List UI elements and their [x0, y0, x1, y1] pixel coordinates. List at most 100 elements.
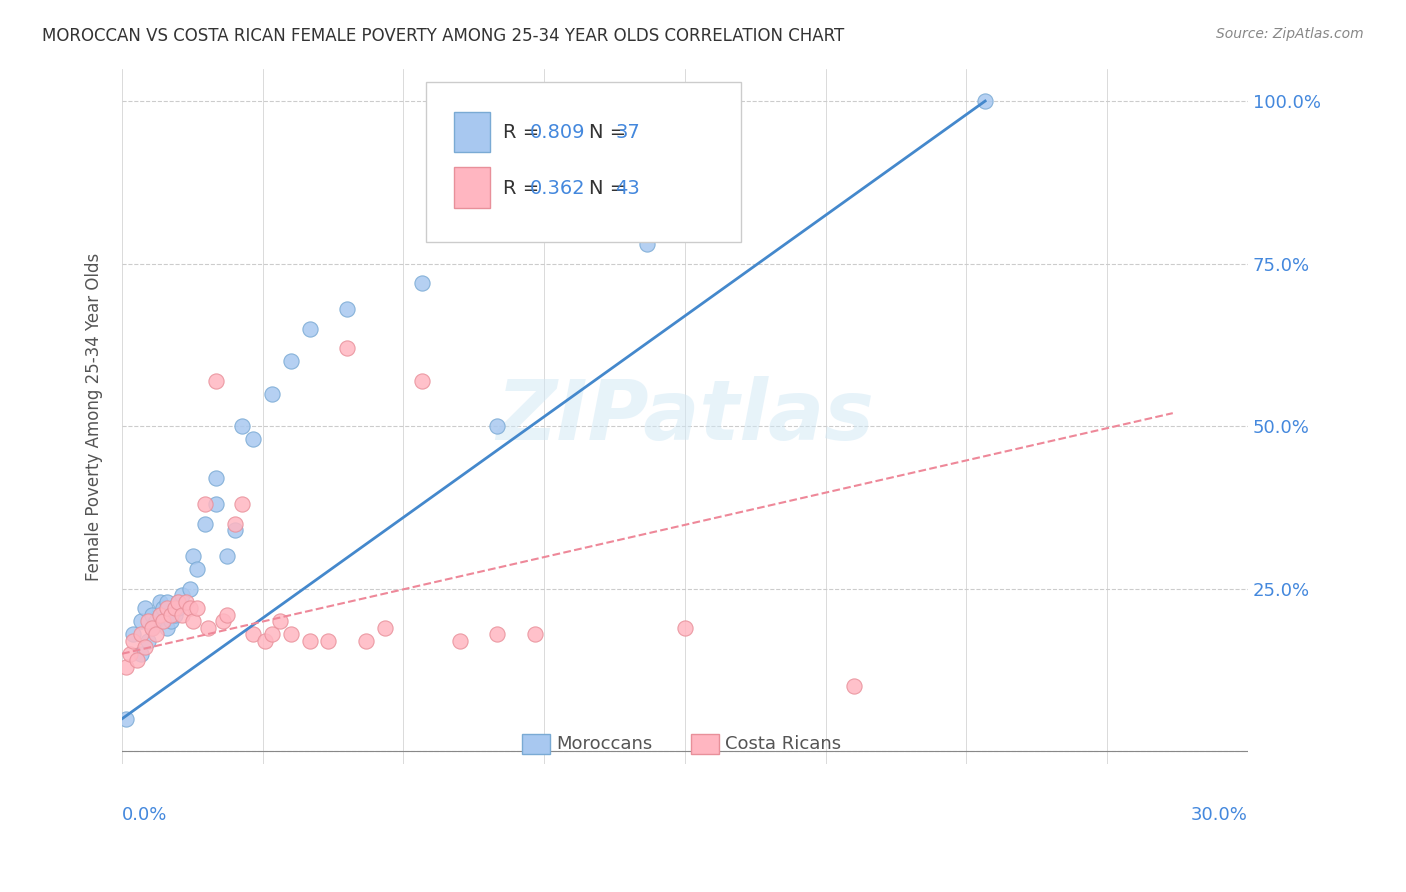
- Point: [253, 633, 276, 648]
- Point: [224, 523, 246, 537]
- Point: [179, 601, 201, 615]
- Point: [148, 607, 170, 622]
- Point: [156, 621, 179, 635]
- Point: [298, 321, 321, 335]
- Y-axis label: Female Poverty Among 25-34 Year Olds: Female Poverty Among 25-34 Year Olds: [86, 252, 103, 581]
- Point: [262, 386, 284, 401]
- Point: [205, 471, 228, 485]
- Point: [242, 432, 264, 446]
- Point: [163, 601, 186, 615]
- Point: [269, 614, 291, 628]
- Text: MOROCCAN VS COSTA RICAN FEMALE POVERTY AMONG 25-34 YEAR OLDS CORRELATION CHART: MOROCCAN VS COSTA RICAN FEMALE POVERTY A…: [42, 27, 845, 45]
- Point: [842, 679, 865, 693]
- FancyBboxPatch shape: [426, 82, 741, 243]
- Text: 0.0%: 0.0%: [122, 806, 167, 824]
- Point: [197, 621, 219, 635]
- Point: [145, 627, 167, 641]
- Text: 0.809: 0.809: [530, 123, 585, 142]
- Point: [186, 562, 208, 576]
- Point: [163, 607, 186, 622]
- Point: [205, 374, 228, 388]
- Point: [194, 497, 217, 511]
- Point: [148, 607, 170, 622]
- Point: [167, 595, 190, 609]
- Text: Source: ZipAtlas.com: Source: ZipAtlas.com: [1216, 27, 1364, 41]
- Point: [122, 627, 145, 641]
- Point: [449, 633, 471, 648]
- Point: [280, 627, 302, 641]
- Text: R =: R =: [502, 178, 546, 198]
- Point: [172, 588, 194, 602]
- Point: [122, 633, 145, 648]
- Point: [160, 614, 183, 628]
- Point: [411, 374, 433, 388]
- Text: 30.0%: 30.0%: [1191, 806, 1249, 824]
- Point: [136, 614, 159, 628]
- Text: Moroccans: Moroccans: [557, 735, 652, 753]
- Point: [152, 614, 174, 628]
- Text: ZIPatlas: ZIPatlas: [496, 376, 875, 457]
- Point: [183, 549, 205, 564]
- Point: [336, 341, 359, 355]
- Point: [136, 633, 159, 648]
- Point: [318, 633, 340, 648]
- Point: [134, 601, 156, 615]
- Point: [156, 601, 179, 615]
- Point: [205, 497, 228, 511]
- Point: [374, 621, 396, 635]
- Point: [148, 595, 170, 609]
- Text: 37: 37: [616, 123, 640, 142]
- Point: [134, 640, 156, 655]
- Point: [167, 601, 190, 615]
- Text: 43: 43: [616, 178, 640, 198]
- Point: [636, 237, 658, 252]
- FancyBboxPatch shape: [454, 112, 491, 152]
- Point: [186, 601, 208, 615]
- Point: [354, 633, 377, 648]
- FancyBboxPatch shape: [522, 734, 550, 754]
- Point: [174, 595, 197, 609]
- Point: [152, 601, 174, 615]
- Point: [141, 621, 163, 635]
- Point: [224, 516, 246, 531]
- Point: [231, 497, 253, 511]
- Text: R =: R =: [502, 123, 546, 142]
- Text: 0.362: 0.362: [530, 178, 585, 198]
- Point: [118, 647, 141, 661]
- Point: [217, 607, 239, 622]
- Text: N =: N =: [589, 123, 633, 142]
- Point: [179, 582, 201, 596]
- Point: [212, 614, 235, 628]
- Text: Costa Ricans: Costa Ricans: [725, 735, 842, 753]
- Point: [486, 419, 509, 434]
- Point: [172, 607, 194, 622]
- Point: [242, 627, 264, 641]
- Point: [486, 627, 509, 641]
- FancyBboxPatch shape: [454, 168, 491, 208]
- Point: [141, 607, 163, 622]
- Point: [262, 627, 284, 641]
- Point: [167, 595, 190, 609]
- Point: [673, 621, 696, 635]
- Point: [217, 549, 239, 564]
- Text: N =: N =: [589, 178, 633, 198]
- Point: [974, 94, 997, 108]
- Point: [298, 633, 321, 648]
- FancyBboxPatch shape: [690, 734, 718, 754]
- Point: [523, 627, 546, 641]
- Point: [125, 653, 148, 667]
- Point: [231, 419, 253, 434]
- Point: [114, 712, 136, 726]
- Point: [145, 614, 167, 628]
- Point: [336, 302, 359, 317]
- Point: [183, 614, 205, 628]
- Point: [129, 627, 152, 641]
- Point: [114, 659, 136, 673]
- Point: [129, 614, 152, 628]
- Point: [194, 516, 217, 531]
- Point: [129, 647, 152, 661]
- Point: [280, 354, 302, 368]
- Point: [160, 607, 183, 622]
- Point: [141, 621, 163, 635]
- Point: [156, 595, 179, 609]
